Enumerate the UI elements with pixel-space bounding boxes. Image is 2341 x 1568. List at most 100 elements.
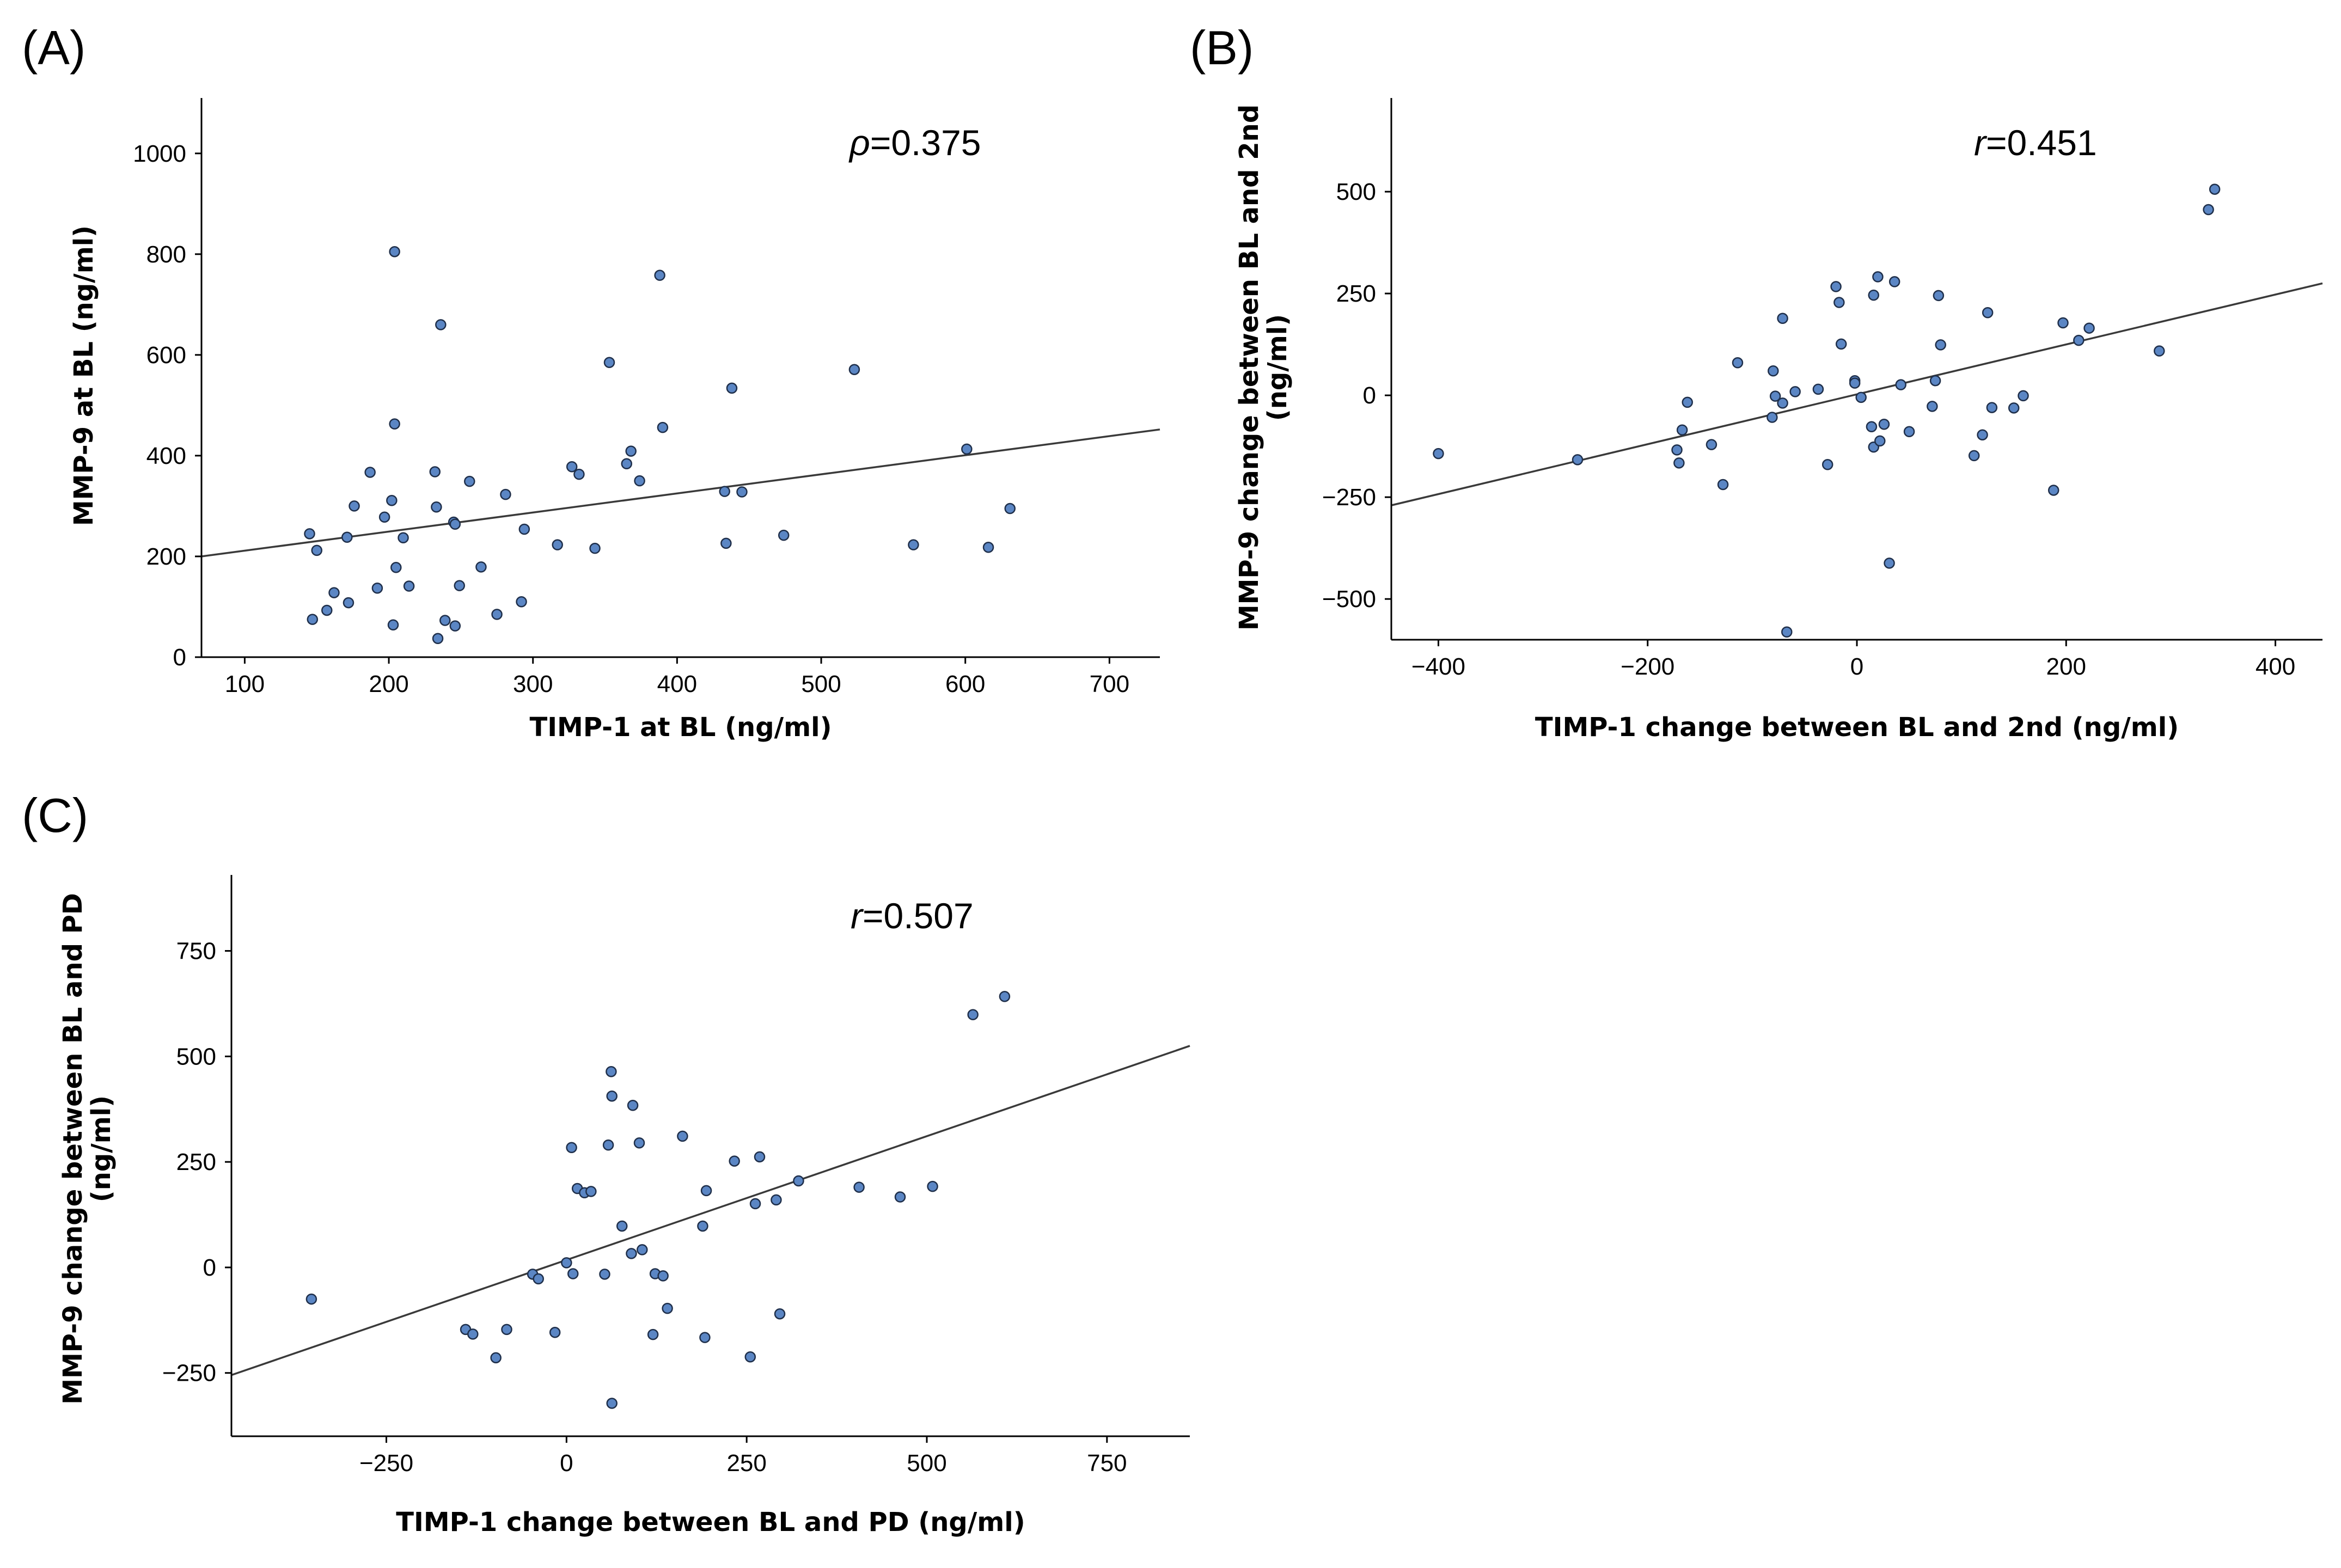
panel-a-points-layer xyxy=(304,246,1016,645)
panel-b-data-point xyxy=(1768,365,1779,377)
panel-b-data-point xyxy=(2203,204,2214,216)
panel-a-data-point xyxy=(736,486,748,498)
panel-b-stat-value: =0.451 xyxy=(1986,122,2097,163)
panel-b-letter: (B) xyxy=(1190,21,1254,75)
panel-c-data-point xyxy=(749,1198,761,1210)
panel-c-data-point xyxy=(606,1065,617,1077)
panel-a-fit-layer xyxy=(201,428,1160,558)
panel-c-y-tick-label: 500 xyxy=(176,1043,216,1070)
panel-b-data-point xyxy=(2008,402,2020,414)
panel-a-data-point xyxy=(625,445,637,457)
panel-a-data-point xyxy=(311,544,322,556)
panel-b-data-point xyxy=(1849,377,1861,389)
panel-a-data-point xyxy=(429,466,441,477)
panel-c-data-point xyxy=(305,1293,317,1305)
panel-a-x-tick-label: 300 xyxy=(513,671,553,697)
panel-c-data-point xyxy=(647,1328,659,1340)
panel-b-y-tick-label: 500 xyxy=(1336,179,1376,205)
panel-c-data-point xyxy=(853,1181,865,1193)
panel-c-y-axis-label: MMP-9 change between BL and PD xyxy=(58,893,88,1404)
panel-a-x-ticks: 100 200 300 400 500 600 700 xyxy=(225,657,1129,697)
panel-b-data-point xyxy=(1433,448,1444,460)
panel-b-data-point xyxy=(1874,435,1886,447)
panel-c-fit-line xyxy=(231,1045,1190,1376)
panel-c-data-point xyxy=(927,1180,938,1192)
panel-a-data-point xyxy=(364,467,376,478)
panel-a-data-point xyxy=(516,596,527,608)
panel-b-data-point xyxy=(1717,479,1729,491)
panel-c-y-tick-label: −250 xyxy=(162,1360,216,1387)
panel-a-data-point xyxy=(341,531,353,543)
panel-b-data-point xyxy=(1855,391,1867,403)
panel-b-data-point xyxy=(1977,429,1988,440)
panel-a-x-tick-label: 500 xyxy=(801,671,841,697)
panel-c-y-tick-label: 0 xyxy=(203,1254,216,1281)
panel-b-x-tick-label: −400 xyxy=(1411,653,1465,680)
panel-b-stat-symbol: r xyxy=(1974,122,1988,163)
panel-b-data-point xyxy=(1878,418,1890,430)
panel-c-y-axis-label-unit: (ng/ml) xyxy=(86,1095,117,1202)
panel-a-data-point xyxy=(431,501,442,513)
panel-a-data-point xyxy=(398,532,409,543)
panel-b-x-tick-label: 200 xyxy=(2046,653,2086,680)
panel-a-stat-symbol: ρ xyxy=(848,122,870,163)
panel-b-data-point xyxy=(1777,313,1788,324)
panel-c-data-point xyxy=(633,1137,645,1149)
panel-c-data-point xyxy=(999,991,1011,1002)
panel-b-data-point xyxy=(1682,396,1693,408)
panel-b-y-ticks: −500 −250 0 250 500 xyxy=(1322,179,1391,612)
panel-b-y-tick-label: −500 xyxy=(1322,586,1376,612)
panel-b-data-point xyxy=(1777,397,1788,409)
panel-b-data-point xyxy=(1572,454,1584,465)
panel-a-data-point xyxy=(371,582,383,594)
panel-a-data-point xyxy=(454,580,465,591)
panel-a-data-point xyxy=(449,620,461,632)
panel-b-y-axis-label: MMP-9 change between BL and 2nd xyxy=(1234,105,1264,630)
panel-c-data-point xyxy=(606,1090,618,1102)
panel-c-stat-value: =0.507 xyxy=(863,896,974,936)
panel-c-fit-layer xyxy=(231,1045,1190,1376)
panel-a-data-point xyxy=(657,421,669,433)
panel-b-data-point xyxy=(1935,339,1946,351)
panel-a-data-point xyxy=(908,539,919,550)
panel-b-data-point xyxy=(1833,297,1845,308)
panel-c-data-point xyxy=(771,1194,782,1206)
panel-a-data-point xyxy=(343,597,354,609)
panel-a-data-point xyxy=(720,537,732,549)
panel-a: (A) 100 200 300 400 500 600 700 0 200 400 600 800 1… xyxy=(22,21,1160,743)
panel-a-data-point xyxy=(389,418,400,430)
panel-a-data-point xyxy=(491,609,503,620)
panel-a-data-point xyxy=(304,528,315,540)
panel-c-x-tick-label: 500 xyxy=(907,1450,946,1477)
panel-c-data-point xyxy=(602,1139,614,1151)
panel-b-x-tick-label: −200 xyxy=(1621,653,1674,680)
panel-b-y-tick-label: −250 xyxy=(1322,484,1376,511)
panel-b-data-point xyxy=(1822,459,1833,470)
panel-c-data-point xyxy=(490,1352,502,1364)
panel-c-data-point xyxy=(677,1130,688,1142)
panel-a-y-tick-label: 400 xyxy=(146,443,186,469)
panel-c-data-point xyxy=(637,1244,648,1255)
panel-c-data-point xyxy=(894,1191,906,1203)
panel-c-data-point xyxy=(566,1142,577,1154)
panel-b-x-tick-label: 0 xyxy=(1850,653,1863,680)
panel-c-data-point xyxy=(697,1220,708,1232)
panel-b-data-point xyxy=(2154,345,2165,357)
panel-c-data-point xyxy=(729,1155,740,1167)
panel-b-data-point xyxy=(1968,450,1980,462)
panel-a-data-point xyxy=(389,246,400,258)
panel-a-data-point xyxy=(390,562,402,573)
panel-b-data-point xyxy=(1676,424,1688,436)
panel-c-data-point xyxy=(774,1308,786,1320)
panel-a-data-point xyxy=(464,475,475,487)
panel-b-data-point xyxy=(1933,290,1945,302)
panel-a-data-point xyxy=(439,615,451,626)
panel-a-data-point xyxy=(552,539,563,550)
panel-b-data-point xyxy=(1929,375,1941,387)
panel-b-data-point xyxy=(1888,276,1900,287)
panel-c-data-point xyxy=(606,1398,618,1409)
panel-a-data-point xyxy=(566,461,578,473)
panel-c-letter: (C) xyxy=(22,788,88,842)
panel-a-data-point xyxy=(403,580,415,592)
panel-a-data-point xyxy=(432,633,444,645)
